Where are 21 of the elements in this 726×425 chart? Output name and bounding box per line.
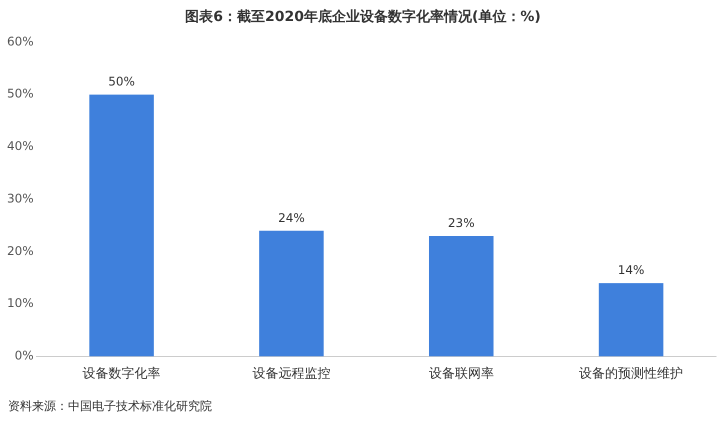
bar xyxy=(259,230,324,356)
y-tick-label: 50% xyxy=(7,86,34,101)
data-label: 50% xyxy=(108,74,135,89)
data-label: 24% xyxy=(278,210,305,225)
bar xyxy=(598,283,664,356)
x-tick-label: 设备远程监控 xyxy=(252,366,330,382)
x-tick-label: 设备数字化率 xyxy=(82,366,161,382)
y-tick-label: 60% xyxy=(7,34,34,48)
y-tick-label: 20% xyxy=(7,244,34,258)
data-label: 14% xyxy=(618,263,644,278)
y-tick-label: 0% xyxy=(14,348,34,363)
bar xyxy=(428,236,494,356)
y-tick-label: 10% xyxy=(7,296,34,310)
chart-title: 图表6：截至2020年底企业设备数字化率情况(单位：%) xyxy=(184,8,542,26)
x-tick-label: 设备的预测性维护 xyxy=(579,366,684,382)
data-label: 23% xyxy=(448,216,475,230)
y-tick-label: 40% xyxy=(7,139,34,154)
text: 资料来源：中国电子技术标准化研究院 xyxy=(8,398,212,415)
bar xyxy=(89,94,154,356)
y-tick-label: 30% xyxy=(7,191,34,206)
x-tick-label: 设备联网率 xyxy=(428,366,494,382)
